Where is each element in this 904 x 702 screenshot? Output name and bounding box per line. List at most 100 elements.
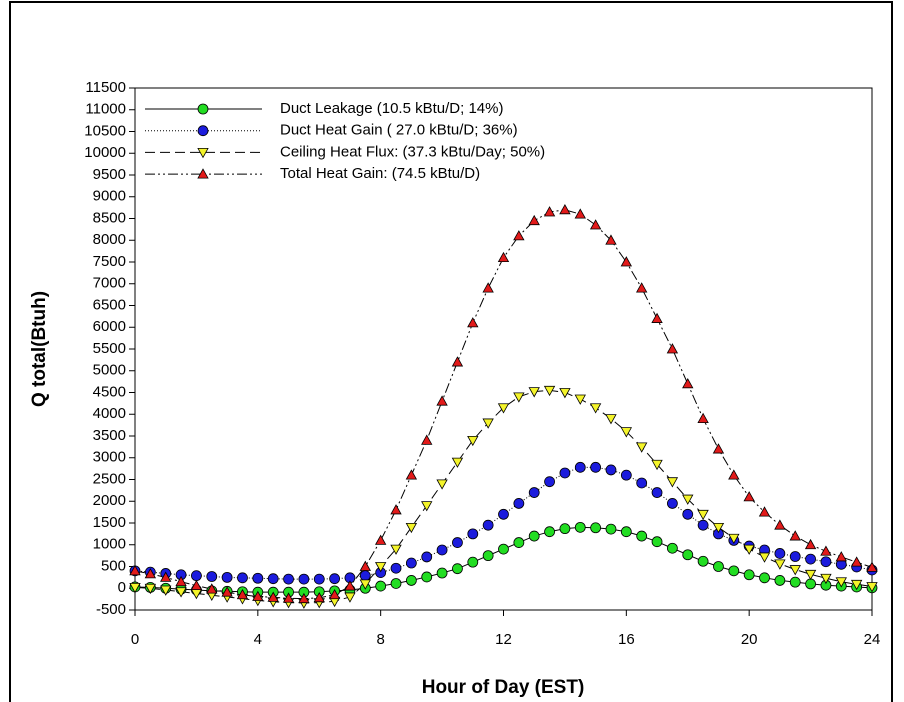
data-point xyxy=(298,573,310,585)
data-point xyxy=(682,377,694,389)
y-tick-label: 7000 xyxy=(93,275,126,292)
data-point xyxy=(528,214,540,226)
data-point xyxy=(329,573,341,585)
data-point xyxy=(866,561,878,572)
data-point xyxy=(344,592,356,603)
data-point xyxy=(405,522,418,534)
data-point xyxy=(559,203,571,215)
data-point xyxy=(421,501,433,512)
data-point xyxy=(359,560,371,571)
data-point xyxy=(374,534,387,545)
y-tick-label: 8000 xyxy=(93,231,126,248)
data-point xyxy=(467,556,479,568)
data-point xyxy=(374,562,387,573)
data-point xyxy=(467,528,479,540)
x-tick-label: 12 xyxy=(495,631,512,648)
data-point xyxy=(789,530,801,541)
data-point xyxy=(436,567,448,579)
data-point xyxy=(805,553,816,565)
data-point xyxy=(144,583,157,595)
data-point xyxy=(682,549,694,561)
legend-marker xyxy=(197,103,209,115)
data-point xyxy=(636,442,648,453)
data-point xyxy=(405,469,418,480)
y-tick-label: 9500 xyxy=(93,166,126,183)
data-point xyxy=(589,219,602,230)
y-tick-label: 6000 xyxy=(93,318,126,335)
y-tick-label: -500 xyxy=(96,601,126,618)
y-tick-label: 2000 xyxy=(93,492,126,509)
data-point xyxy=(359,579,371,590)
data-point xyxy=(528,387,540,398)
x-tick-label: 16 xyxy=(618,631,635,648)
series-line xyxy=(134,389,873,604)
data-point xyxy=(497,251,510,263)
y-tick-label: 8500 xyxy=(93,209,126,226)
y-tick-label: 11000 xyxy=(85,101,126,118)
y-tick-label: 5000 xyxy=(93,362,126,379)
x-tick-label: 0 xyxy=(131,631,139,648)
data-point xyxy=(651,459,663,471)
data-point xyxy=(620,256,633,267)
data-point xyxy=(574,208,586,219)
data-point xyxy=(390,504,402,515)
data-point xyxy=(267,591,279,602)
data-point xyxy=(482,519,494,531)
data-point xyxy=(712,522,725,534)
data-point xyxy=(574,394,586,405)
data-point xyxy=(758,552,771,563)
y-tick-label: 10500 xyxy=(84,122,126,139)
data-point xyxy=(498,508,509,520)
data-point xyxy=(528,530,540,542)
data-point xyxy=(651,312,663,323)
data-point xyxy=(697,412,709,424)
data-point xyxy=(743,491,755,502)
data-point xyxy=(559,388,571,399)
y-tick-label: 1000 xyxy=(93,536,126,553)
data-point xyxy=(144,568,157,579)
data-point xyxy=(129,565,141,576)
data-point xyxy=(482,418,494,429)
x-tick-label: 8 xyxy=(376,631,384,648)
y-tick-label: 3500 xyxy=(93,427,126,444)
data-point xyxy=(605,523,617,535)
data-point xyxy=(175,587,187,598)
data-point xyxy=(451,457,464,468)
y-axis-title: Q total(Btuh) xyxy=(29,291,50,407)
y-tick-label: 3000 xyxy=(93,449,126,466)
data-point xyxy=(559,467,571,479)
data-point xyxy=(666,498,678,509)
y-tick-label: 7500 xyxy=(93,253,126,270)
legend-marker xyxy=(197,168,209,179)
data-point xyxy=(835,577,847,588)
data-point xyxy=(682,494,694,505)
data-point xyxy=(344,580,356,591)
data-point xyxy=(544,526,555,538)
data-point xyxy=(313,591,325,603)
data-point xyxy=(743,544,755,555)
data-point xyxy=(651,487,663,498)
data-point xyxy=(666,343,679,354)
data-point xyxy=(390,544,402,555)
data-point xyxy=(589,403,602,414)
y-tick-label: 10000 xyxy=(84,144,126,161)
data-point xyxy=(191,570,202,582)
data-point xyxy=(789,576,801,588)
data-point xyxy=(620,526,632,538)
data-point xyxy=(452,537,463,548)
data-point xyxy=(759,572,770,584)
plot-area xyxy=(134,87,873,611)
x-tick-label: 24 xyxy=(864,631,881,648)
data-point xyxy=(528,487,540,498)
data-point xyxy=(421,434,433,445)
series-line xyxy=(134,466,873,580)
data-point xyxy=(160,585,172,596)
data-point xyxy=(497,403,510,414)
data-point xyxy=(850,579,863,591)
data-point xyxy=(405,557,417,569)
data-point xyxy=(758,506,771,517)
data-point xyxy=(467,317,479,328)
data-point xyxy=(805,578,816,590)
data-point xyxy=(221,586,233,597)
